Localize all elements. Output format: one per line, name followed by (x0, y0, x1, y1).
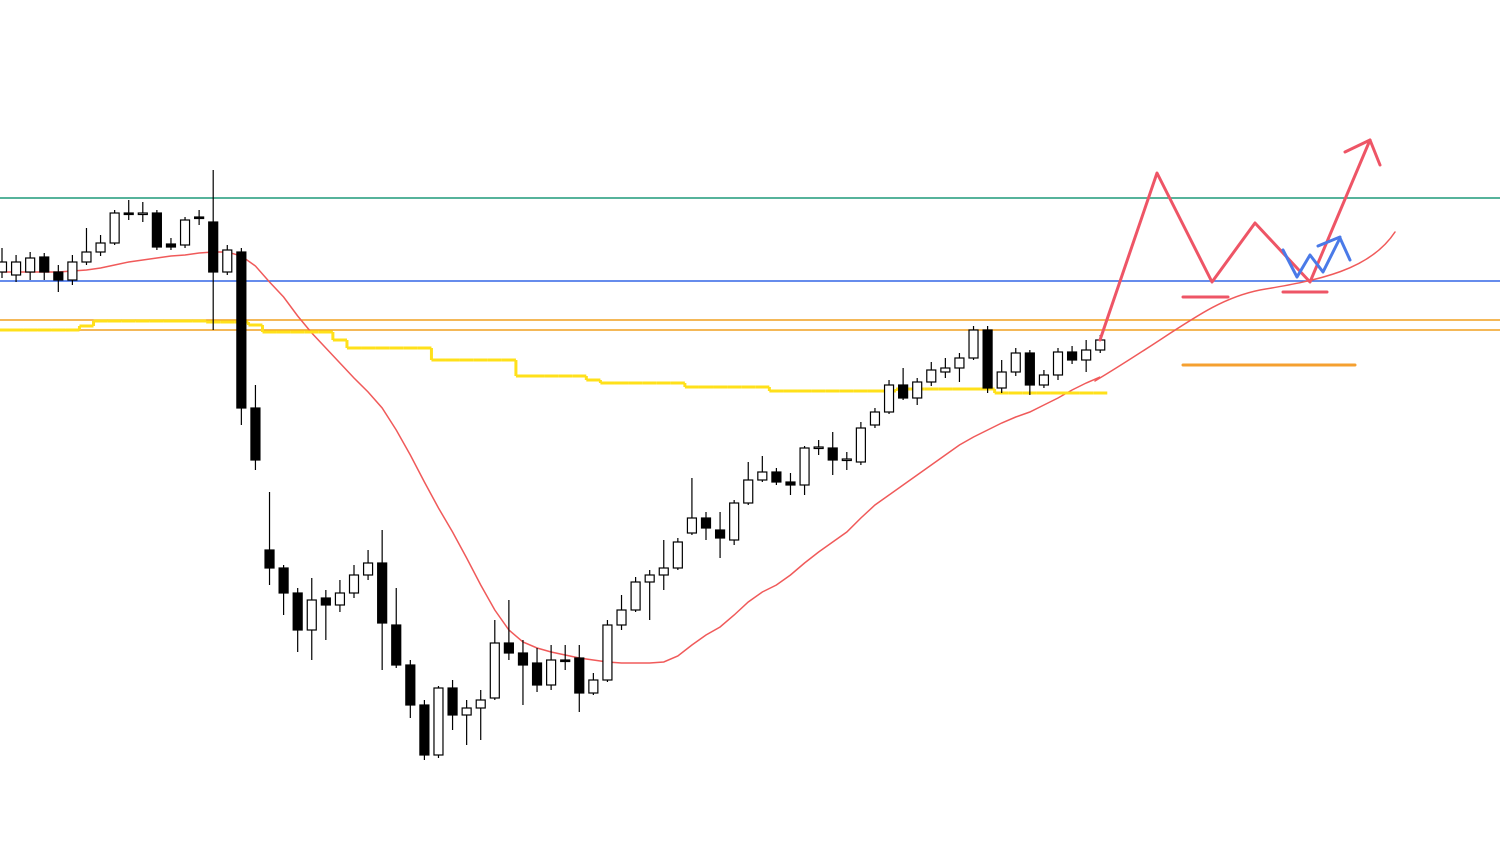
candle-body (940, 367, 951, 373)
candle-body (560, 659, 571, 663)
candle-body (165, 243, 177, 248)
candle-body (39, 256, 50, 273)
candle-body (236, 251, 247, 409)
candle-body (419, 704, 430, 756)
candle-body (898, 384, 909, 399)
candle-body (461, 707, 472, 716)
candle-body (137, 212, 148, 216)
candle-body (362, 562, 374, 576)
candle-body (771, 471, 782, 483)
candle-body (447, 687, 458, 716)
candle-body (1010, 352, 1021, 373)
moving-average (2, 251, 1101, 664)
candle-body (968, 329, 979, 359)
candle-body (1024, 352, 1035, 386)
candle-body (208, 221, 219, 273)
candle-body (982, 329, 993, 389)
candle-body (574, 657, 585, 694)
candle-body (602, 624, 613, 681)
candle-body (194, 216, 205, 220)
candle-body (841, 458, 852, 462)
candle-body (306, 599, 317, 631)
candle-body (0, 261, 8, 273)
candle-body (546, 659, 557, 686)
candle-body (25, 257, 36, 273)
candle-body (869, 411, 881, 426)
candle-body (109, 212, 120, 244)
candle-body (151, 212, 162, 248)
candle-body (644, 574, 655, 583)
candle-body (475, 699, 486, 709)
candle-body (954, 357, 965, 369)
candle-body (996, 371, 1007, 389)
candle-body (250, 407, 261, 461)
candle-body (616, 609, 627, 626)
candle-body (278, 567, 289, 594)
candle-body (630, 581, 641, 611)
candle-body (503, 642, 514, 654)
candle-body (799, 447, 810, 486)
candle-body (10, 261, 22, 276)
candle-body (292, 592, 303, 631)
candle-body (1081, 349, 1092, 361)
drawings (1094, 138, 1396, 382)
candle-body (743, 479, 754, 504)
candle-body (53, 271, 64, 281)
candle-body (827, 447, 838, 461)
candle-body (1095, 339, 1106, 351)
candle-body (855, 427, 866, 463)
arrow-head (1343, 138, 1382, 167)
candle-body (1052, 351, 1064, 376)
candle-body (67, 261, 78, 281)
candle-body (81, 251, 92, 263)
projected-curve (1094, 231, 1396, 382)
candle-body (348, 574, 360, 594)
candle-body (95, 242, 106, 253)
candle-body (588, 679, 599, 694)
candle-body (714, 529, 726, 539)
candle-body (123, 212, 134, 216)
candle-body (700, 517, 712, 529)
candle-body (1066, 351, 1078, 361)
candle-body (785, 481, 796, 486)
entry-arrow (1281, 236, 1352, 279)
candle-body (405, 664, 416, 706)
candle-body (320, 597, 331, 606)
candle-body (1038, 374, 1050, 386)
candle-body (433, 687, 444, 756)
candle-body (517, 652, 529, 666)
candle-body (883, 384, 895, 413)
candle-body (686, 517, 698, 534)
candle-body (222, 249, 233, 273)
candle-body (489, 642, 500, 699)
scenario-arrow (1098, 138, 1372, 342)
candle-body (179, 219, 191, 246)
candle-body (912, 381, 923, 399)
candle-body (813, 446, 824, 450)
candle-body (926, 369, 937, 383)
arrow-head (1316, 235, 1342, 248)
candle-body (264, 549, 275, 569)
candle-body (334, 592, 346, 606)
candle-body (377, 562, 388, 624)
candle-body (729, 502, 740, 541)
candle-body (658, 567, 669, 576)
candle-body (391, 624, 402, 666)
candle-body (531, 662, 543, 686)
candle-body (672, 541, 683, 569)
candle-body (757, 471, 768, 481)
